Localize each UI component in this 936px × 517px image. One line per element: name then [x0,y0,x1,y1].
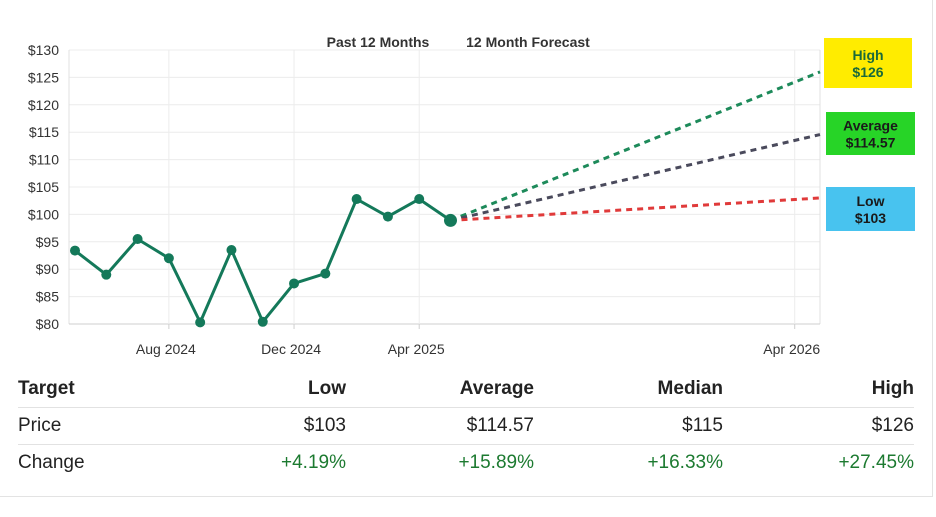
forecast-badge-average: Average$114.57 [826,112,915,155]
badge-background [824,38,912,88]
badge-label: Low [857,193,885,209]
table-row-price: Price $103 $114.57 $115 $126 [18,407,914,445]
forecast-period-label: 12 Month Forecast [466,34,590,50]
data-point [132,234,143,245]
badge-background [826,112,915,155]
table-cell: Price [18,407,158,445]
y-tick-label: $105 [28,179,59,195]
y-tick-label: $85 [36,289,60,305]
table-cell: $126 [723,407,914,445]
past-period-label: Past 12 Months [327,34,430,50]
x-tick-label: Aug 2024 [136,341,196,357]
table-cell: +16.33% [647,452,723,473]
price-history-series [70,194,457,328]
y-tick-label: $100 [28,206,59,222]
header-average: Average [346,371,534,408]
table-cell: +27.45% [838,452,914,473]
forecast-lines [449,70,821,222]
table-cell: Change [18,452,85,473]
forecast-badge-low: Low$103 [826,187,915,231]
table-cell: +4.19% [281,452,346,473]
header-target: Target [18,371,158,408]
badge-value: $114.57 [846,135,896,151]
badge-background [826,187,915,231]
forecast-badge-high: High$126 [824,38,912,88]
y-tick-label: $110 [29,152,59,168]
forecast-card: $130 $125 $120 $115 $110 $105 $100 $95 $90 $85 $80… [0,0,933,497]
y-tick-label: $95 [36,234,60,250]
data-point [163,253,174,264]
data-point [414,194,425,205]
forecast-badges: High$126 Average$114.57 Low$103 [824,38,915,231]
x-tick-label: Apr 2025 [388,341,445,357]
badge-value: $103 [855,210,886,226]
table-row-change: Change +4.19% +15.89% +16.33% +27.45% [18,445,914,482]
table-cell: $114.57 [346,407,534,445]
forecast-line-low [450,196,821,222]
y-tick-label: $130 [28,42,59,58]
data-point [257,316,268,327]
data-point [351,194,362,205]
x-tick-label: Dec 2024 [261,341,321,357]
header-high: High [723,371,914,408]
x-tick-label: Apr 2026 [763,341,820,357]
forecast-line-high [449,70,821,222]
y-tick-label: $120 [28,97,59,113]
data-point [70,245,80,256]
data-point [226,245,237,256]
data-point [320,268,331,279]
y-axis: $130 $125 $120 $115 $110 $105 $100 $95 $90 $85 $80 [28,42,59,332]
price-history-line [74,197,452,324]
badge-label: Average [843,118,898,134]
y-tick-label: $80 [36,316,60,332]
y-tick-label: $115 [29,124,59,140]
price-forecast-chart: $130 $125 $120 $115 $110 $105 $100 $95 $90 $85 $80… [28,34,915,357]
badge-label: High [852,47,883,63]
data-point [382,211,393,222]
price-target-table: Target Low Average Median High Price $10… [18,371,914,481]
forecast-line-average [450,133,821,222]
data-point [101,269,112,280]
table-header-row: Target Low Average Median High [18,371,914,408]
badge-value: $126 [852,64,883,80]
table-cell: +15.89% [458,452,534,473]
header-median: Median [534,371,723,408]
table-cell: $115 [534,407,723,445]
y-tick-label: $125 [28,69,59,85]
data-point [195,317,206,328]
chart-grid [68,49,821,325]
table-cell: $103 [158,407,346,445]
data-point [444,213,457,227]
header-low: Low [158,371,346,408]
y-tick-label: $90 [36,261,60,277]
data-point [289,278,300,289]
x-axis: Aug 2024 Dec 2024 Apr 2025 Apr 2026 [136,324,820,357]
